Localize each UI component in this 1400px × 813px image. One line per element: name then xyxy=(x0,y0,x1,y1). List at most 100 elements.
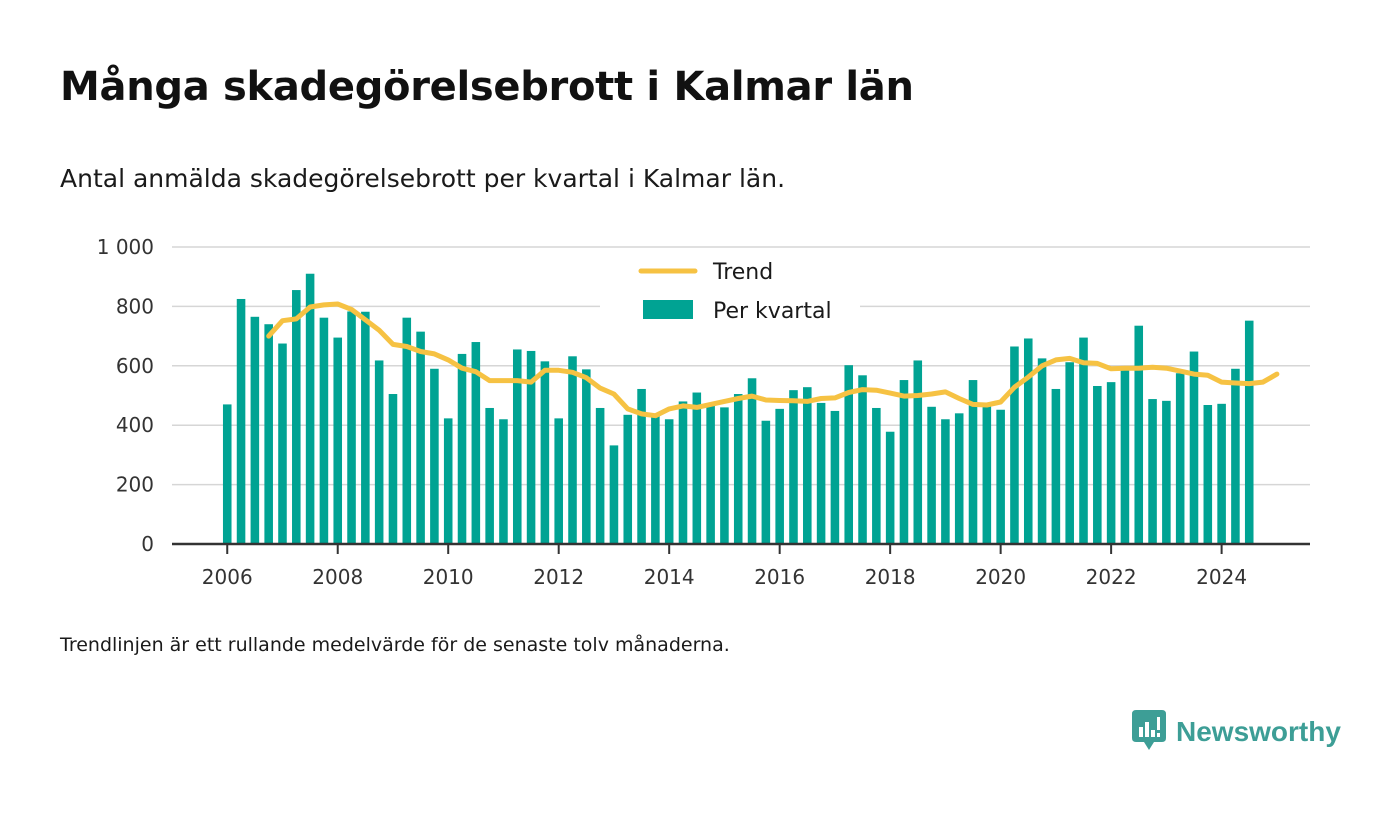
bar xyxy=(1023,338,1033,544)
bar xyxy=(1065,362,1074,544)
bar xyxy=(347,311,356,544)
chart-subtitle: Antal anmälda skadegörelsebrott per kvar… xyxy=(60,164,786,193)
bar xyxy=(637,388,646,544)
x-tick-label: 2006 xyxy=(202,565,253,589)
legend: Trend Per kvartal xyxy=(600,252,860,330)
bar xyxy=(222,404,232,544)
bar xyxy=(1134,325,1144,544)
footnote: Trendlinjen är ett rullande medelvärde f… xyxy=(60,634,730,656)
bar xyxy=(333,337,343,544)
bar xyxy=(582,369,591,544)
y-tick-label: 200 xyxy=(116,473,154,497)
bar-series-per-kvartal xyxy=(222,273,1254,544)
legend-bar-label: Per kvartal xyxy=(713,299,832,324)
x-tick-label: 2014 xyxy=(644,565,695,589)
bar xyxy=(1093,385,1102,544)
bar xyxy=(761,420,771,544)
y-tick-label: 1 000 xyxy=(97,235,154,259)
y-tick-label: 0 xyxy=(141,532,154,556)
bar xyxy=(1217,403,1226,544)
bar xyxy=(609,445,619,544)
bar xyxy=(402,317,412,544)
bar xyxy=(1010,346,1019,544)
bar xyxy=(816,402,826,544)
bar xyxy=(982,405,992,544)
brand-logo: Newsworthy xyxy=(1132,710,1341,754)
bar xyxy=(996,409,1005,544)
bar xyxy=(775,408,784,544)
bar xyxy=(430,368,439,544)
bar xyxy=(899,380,909,544)
bar xyxy=(968,380,978,544)
bar xyxy=(706,405,715,544)
x-tick-label: 2012 xyxy=(533,565,584,589)
bar xyxy=(250,316,260,544)
bar xyxy=(526,350,536,544)
bar xyxy=(1079,337,1088,544)
bar xyxy=(858,375,867,544)
bar xyxy=(941,419,950,544)
bar xyxy=(692,392,702,544)
bar xyxy=(471,342,481,544)
x-tick-label: 2020 xyxy=(975,565,1026,589)
bar xyxy=(872,407,881,544)
bar xyxy=(623,414,633,544)
bar xyxy=(651,414,660,544)
bar xyxy=(512,349,522,544)
bar xyxy=(664,419,674,544)
bar xyxy=(747,378,757,544)
bar xyxy=(554,418,563,544)
bar xyxy=(927,406,936,544)
newsworthy-logo-icon xyxy=(1132,710,1166,750)
legend-trend-label: Trend xyxy=(712,260,773,285)
x-tick-label: 2018 xyxy=(865,565,916,589)
bar xyxy=(457,353,467,544)
chart-title: Många skadegörelsebrott i Kalmar län xyxy=(60,64,914,110)
bar xyxy=(305,273,315,544)
bar xyxy=(1162,400,1171,544)
bar xyxy=(1189,351,1199,544)
bar xyxy=(678,401,688,544)
x-tick-label: 2022 xyxy=(1086,565,1137,589)
bar xyxy=(540,361,550,544)
bar xyxy=(361,311,370,544)
x-tick-label: 2010 xyxy=(423,565,474,589)
x-tick-label: 2016 xyxy=(754,565,805,589)
bar xyxy=(319,317,329,544)
bar xyxy=(1175,373,1185,544)
bar xyxy=(264,324,273,544)
bar xyxy=(485,407,494,544)
bar xyxy=(733,394,743,544)
x-axis-ticks: 2006 2008 2010 2012 2014 2016 2018 2020 2022 2024 xyxy=(202,544,1247,589)
bar xyxy=(830,410,840,544)
y-tick-label: 600 xyxy=(116,354,154,378)
trend-series xyxy=(266,301,1280,419)
bar xyxy=(913,360,923,544)
bar xyxy=(595,407,605,544)
bar xyxy=(292,290,301,544)
bar xyxy=(443,418,453,544)
bar xyxy=(499,419,508,544)
bar xyxy=(1037,358,1047,544)
bar xyxy=(1148,399,1157,544)
brand-name: Newsworthy xyxy=(1176,716,1341,747)
bar xyxy=(1244,320,1254,544)
legend-bar-swatch xyxy=(643,300,693,319)
bar xyxy=(1051,388,1061,544)
x-tick-label: 2024 xyxy=(1196,565,1247,589)
bar xyxy=(789,390,798,544)
x-tick-label: 2008 xyxy=(312,565,363,589)
y-tick-label: 400 xyxy=(116,413,154,437)
bar xyxy=(388,394,398,544)
bar xyxy=(568,356,577,544)
y-tick-label: 800 xyxy=(116,294,154,318)
bar xyxy=(1120,369,1130,544)
bar xyxy=(1106,382,1116,544)
bar xyxy=(1231,368,1240,544)
bar xyxy=(954,413,964,544)
bar xyxy=(720,407,729,544)
bar xyxy=(236,298,246,544)
bar xyxy=(278,343,287,544)
bar xyxy=(374,360,384,544)
